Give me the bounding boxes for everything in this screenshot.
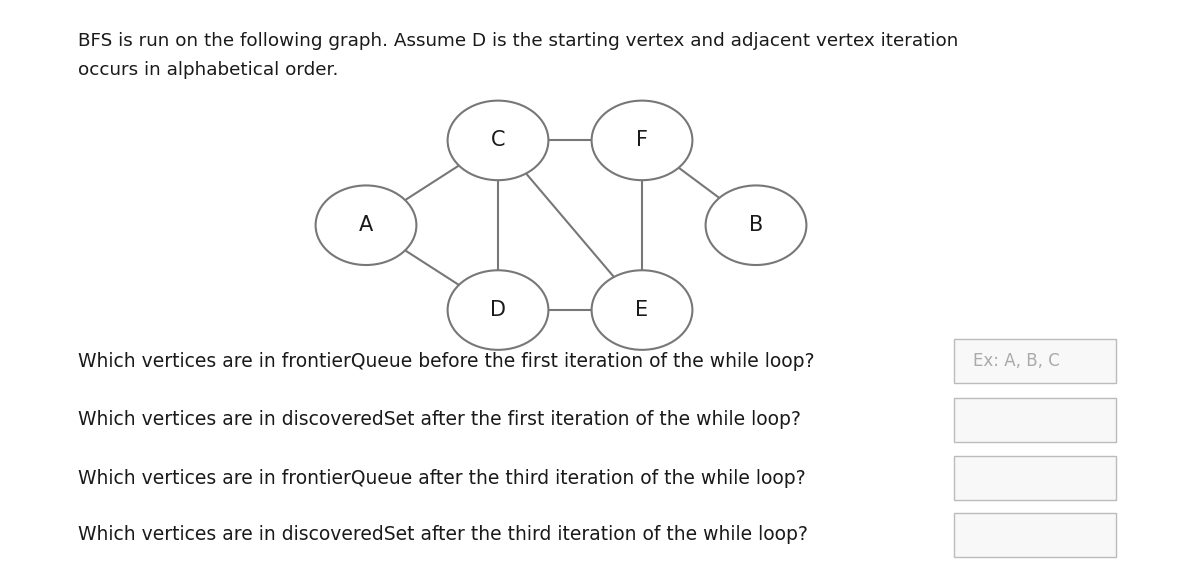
Text: Ex: A, B, C: Ex: A, B, C bbox=[973, 352, 1060, 370]
Text: BFS is run on the following graph. Assume D is the starting vertex and adjacent : BFS is run on the following graph. Assum… bbox=[78, 32, 959, 50]
Text: B: B bbox=[749, 215, 763, 235]
Ellipse shape bbox=[592, 101, 692, 180]
Text: C: C bbox=[491, 130, 505, 150]
Text: E: E bbox=[636, 300, 648, 320]
Ellipse shape bbox=[448, 101, 548, 180]
Ellipse shape bbox=[592, 270, 692, 350]
FancyBboxPatch shape bbox=[954, 398, 1116, 442]
FancyBboxPatch shape bbox=[954, 339, 1116, 383]
Ellipse shape bbox=[706, 185, 806, 265]
Ellipse shape bbox=[316, 185, 416, 265]
Text: F: F bbox=[636, 130, 648, 150]
FancyBboxPatch shape bbox=[954, 456, 1116, 500]
Text: Which vertices are in frontierQueue before the first iteration of the while loop: Which vertices are in frontierQueue befo… bbox=[78, 352, 815, 371]
Text: Which vertices are in discoveredSet after the third iteration of the while loop?: Which vertices are in discoveredSet afte… bbox=[78, 525, 808, 545]
Ellipse shape bbox=[448, 270, 548, 350]
Text: Which vertices are in discoveredSet after the first iteration of the while loop?: Which vertices are in discoveredSet afte… bbox=[78, 410, 800, 429]
Text: Which vertices are in frontierQueue after the third iteration of the while loop?: Which vertices are in frontierQueue afte… bbox=[78, 469, 805, 488]
FancyBboxPatch shape bbox=[954, 513, 1116, 557]
Text: A: A bbox=[359, 215, 373, 235]
Text: D: D bbox=[490, 300, 506, 320]
Text: occurs in alphabetical order.: occurs in alphabetical order. bbox=[78, 61, 338, 80]
